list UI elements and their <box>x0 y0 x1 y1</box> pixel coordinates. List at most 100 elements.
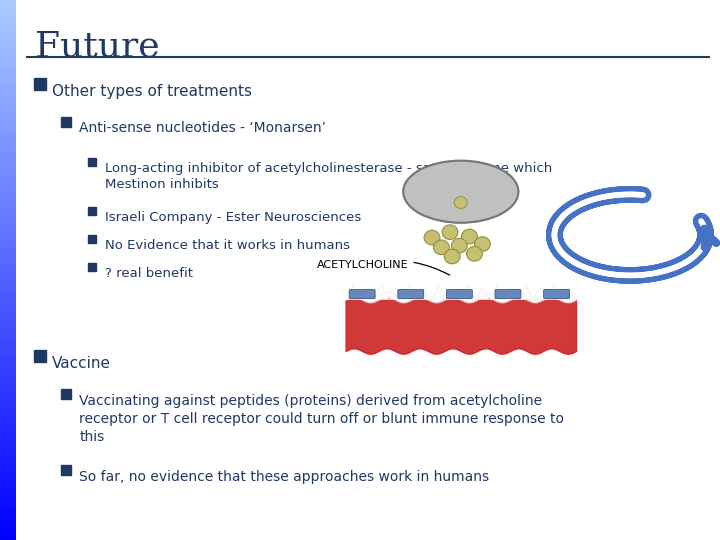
Bar <box>0 70 16 73</box>
Bar <box>0 132 16 135</box>
Bar <box>0 300 16 302</box>
Bar <box>0 467 16 470</box>
FancyBboxPatch shape <box>349 289 375 299</box>
Bar <box>0 440 16 443</box>
Bar <box>0 454 16 456</box>
Bar <box>0 35 16 38</box>
Bar <box>0 130 16 132</box>
Bar <box>0 14 16 16</box>
Ellipse shape <box>403 160 518 222</box>
Bar <box>0 394 16 397</box>
Bar <box>0 94 16 97</box>
Bar <box>0 267 16 270</box>
Bar <box>0 338 16 340</box>
Bar <box>0 375 16 378</box>
Bar <box>0 197 16 200</box>
Bar <box>0 119 16 122</box>
Ellipse shape <box>462 229 477 244</box>
Bar <box>0 275 16 278</box>
Bar <box>0 389 16 392</box>
Bar <box>0 105 16 108</box>
Bar <box>0 151 16 154</box>
Bar <box>0 370 16 373</box>
Bar <box>0 148 16 151</box>
Bar <box>0 308 16 310</box>
Bar <box>0 192 16 194</box>
Bar <box>0 116 16 119</box>
Bar <box>0 537 16 540</box>
Bar <box>0 459 16 462</box>
Bar <box>0 472 16 475</box>
FancyBboxPatch shape <box>544 289 570 299</box>
Bar <box>0 343 16 346</box>
Bar <box>0 316 16 319</box>
Bar <box>0 143 16 146</box>
Bar <box>0 405 16 408</box>
Bar <box>0 184 16 186</box>
Bar <box>0 327 16 329</box>
Bar <box>0 297 16 300</box>
Bar <box>0 456 16 459</box>
Text: Anti-sense nucleotides - ‘Monarsen’: Anti-sense nucleotides - ‘Monarsen’ <box>79 122 326 136</box>
Bar <box>0 359 16 362</box>
Bar <box>0 103 16 105</box>
Text: ? real benefit: ? real benefit <box>105 267 193 280</box>
Bar <box>0 486 16 489</box>
Polygon shape <box>389 288 403 300</box>
Bar <box>0 491 16 494</box>
FancyBboxPatch shape <box>445 163 477 199</box>
Text: Future: Future <box>35 30 159 64</box>
Bar <box>0 364 16 367</box>
Bar <box>0 194 16 197</box>
FancyBboxPatch shape <box>397 289 423 299</box>
Bar <box>0 113 16 116</box>
Bar <box>0 483 16 486</box>
Bar <box>0 65 16 68</box>
Text: No Evidence that it works in humans: No Evidence that it works in humans <box>105 239 350 252</box>
Polygon shape <box>418 288 432 300</box>
Bar <box>0 181 16 184</box>
Ellipse shape <box>442 225 458 240</box>
Bar <box>0 16 16 19</box>
Bar <box>0 402 16 405</box>
Bar <box>0 248 16 251</box>
Bar <box>0 162 16 165</box>
Bar <box>0 0 16 3</box>
Bar <box>0 59 16 62</box>
Bar <box>0 92 16 94</box>
Polygon shape <box>533 288 547 300</box>
Bar <box>0 421 16 424</box>
Bar <box>0 81 16 84</box>
Bar <box>0 235 16 238</box>
Bar <box>0 502 16 505</box>
Bar <box>0 11 16 14</box>
Bar <box>0 400 16 402</box>
Polygon shape <box>518 285 533 300</box>
Bar <box>0 437 16 440</box>
Ellipse shape <box>474 237 490 252</box>
Polygon shape <box>475 288 490 300</box>
Bar <box>0 32 16 35</box>
Bar <box>0 3 16 5</box>
Bar <box>0 286 16 289</box>
Bar <box>0 289 16 292</box>
Bar <box>0 348 16 351</box>
Bar <box>0 408 16 410</box>
Bar <box>0 208 16 211</box>
Bar <box>0 443 16 445</box>
Ellipse shape <box>433 240 449 255</box>
Bar <box>0 346 16 348</box>
Bar <box>0 508 16 510</box>
Bar <box>0 481 16 483</box>
Bar <box>0 392 16 394</box>
Bar <box>0 251 16 254</box>
Bar <box>0 43 16 46</box>
Bar <box>0 418 16 421</box>
Bar <box>0 140 16 143</box>
Bar <box>0 494 16 497</box>
Bar <box>0 410 16 413</box>
Bar <box>0 138 16 140</box>
Bar <box>0 213 16 216</box>
Bar <box>0 76 16 78</box>
Text: Long-acting inhibitor of acetylcholinesterase - same enzyme which
Mestinon inhib: Long-acting inhibitor of acetylcholinest… <box>105 162 552 192</box>
